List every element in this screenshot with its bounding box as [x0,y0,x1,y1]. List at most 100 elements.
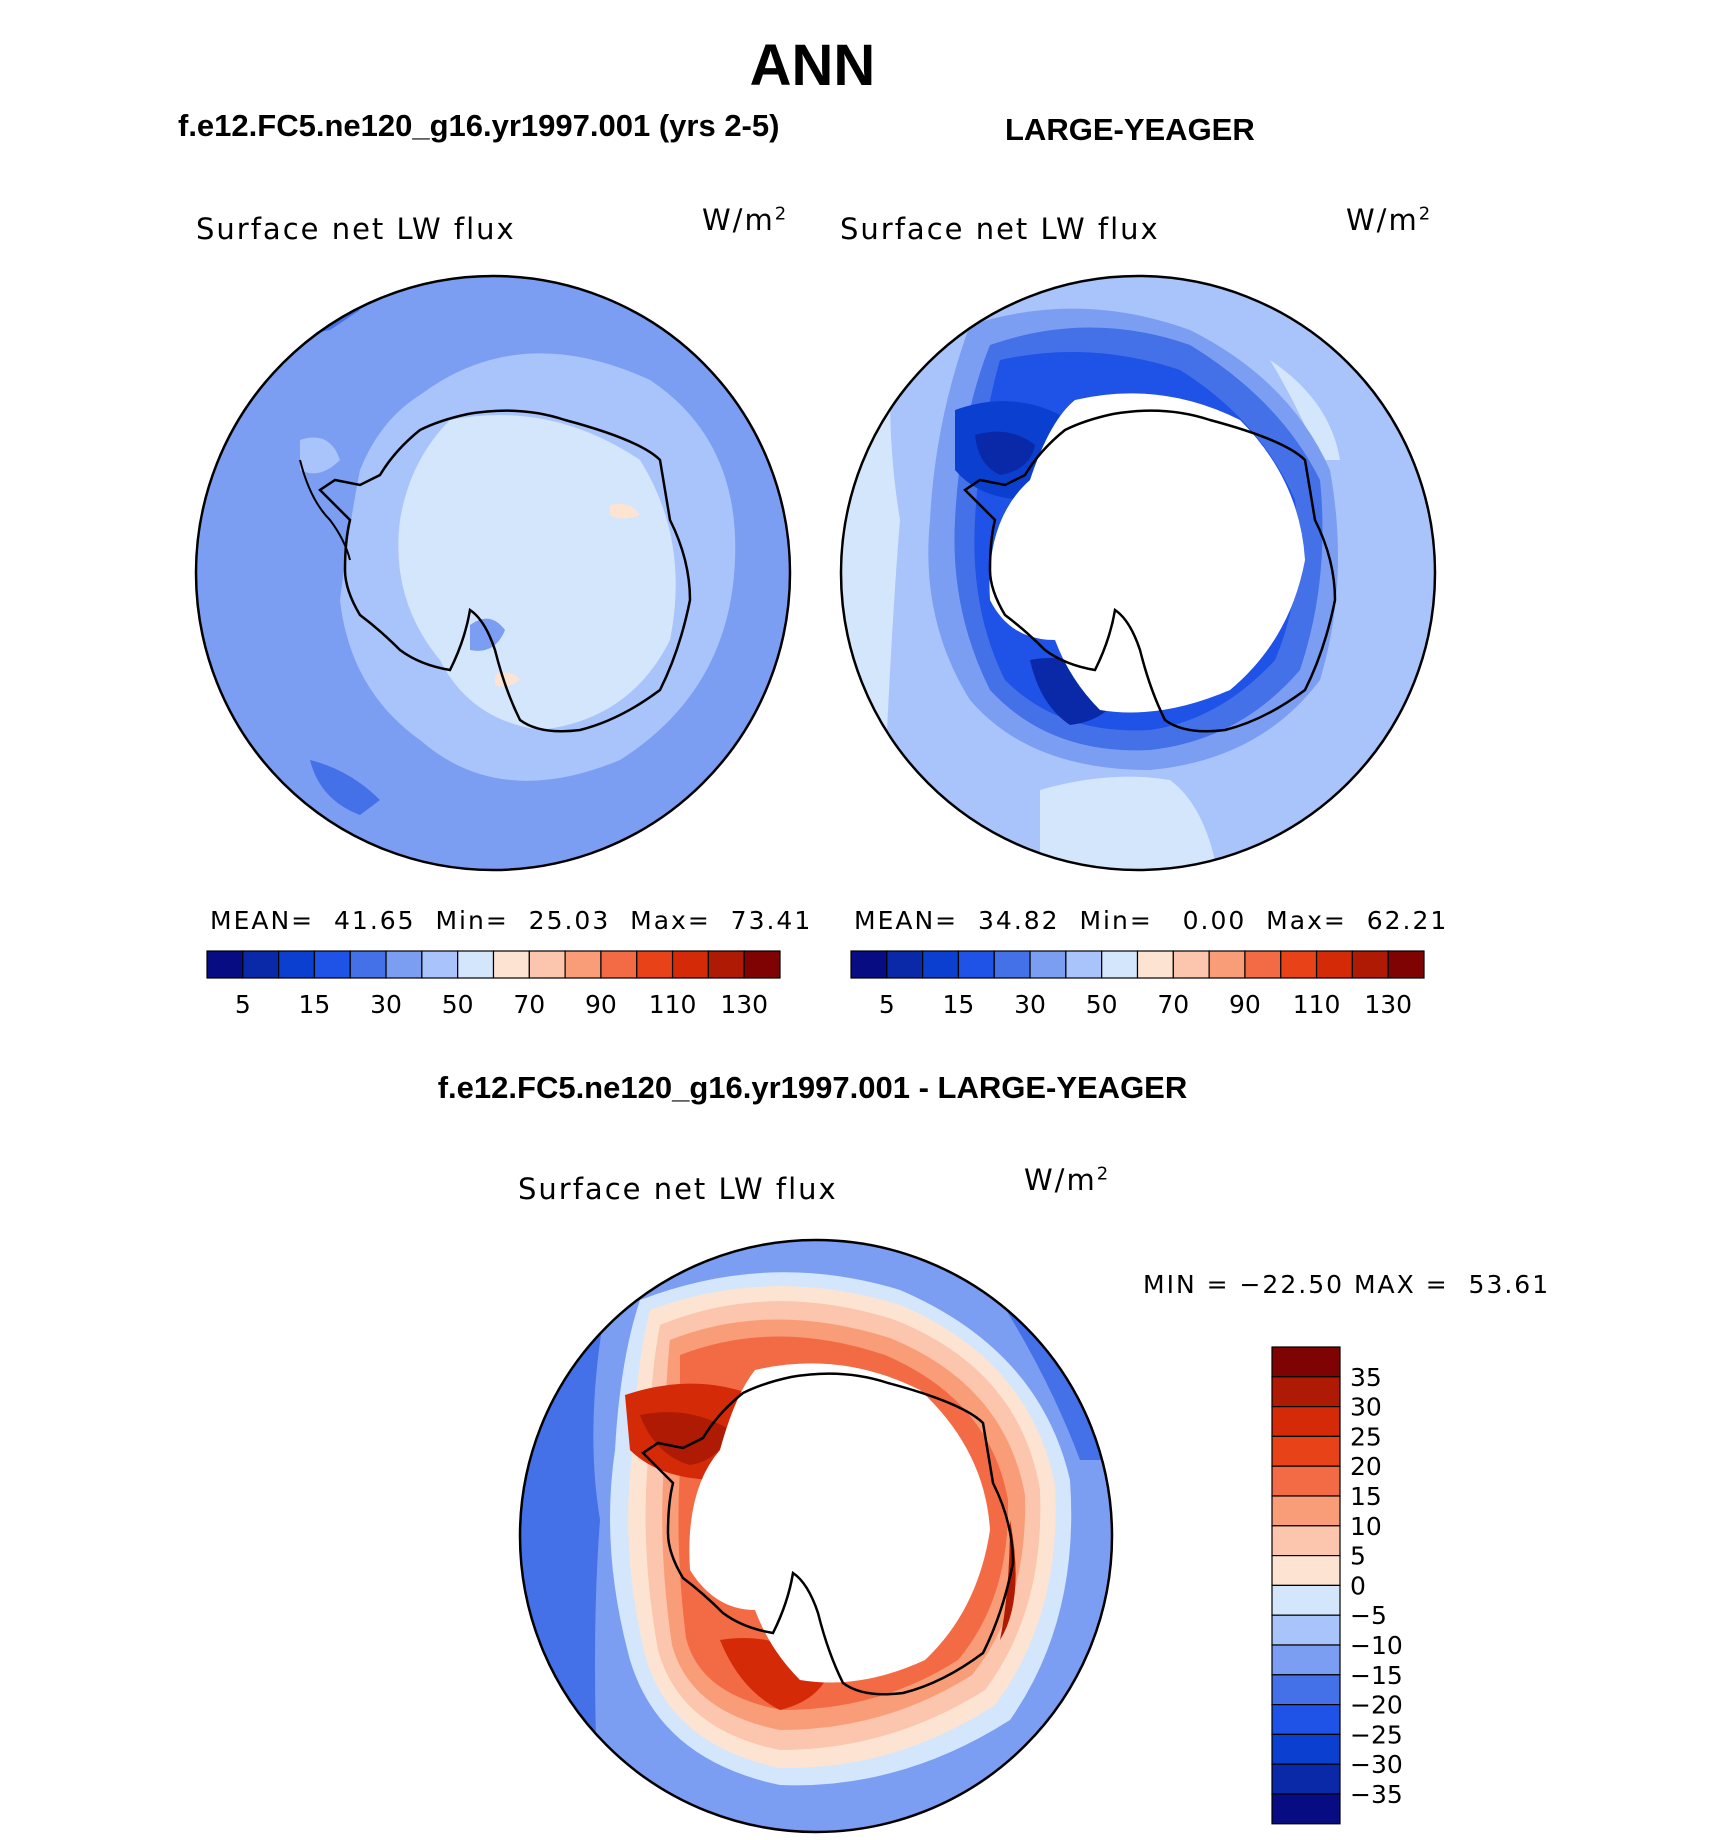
colorbar-tick-label: −15 [1350,1661,1403,1690]
colorbar-tick-label: 0 [1350,1571,1366,1600]
colorbar-segment [922,950,960,979]
colorbar-segment [886,950,924,979]
colorbar-tick-label: 25 [1350,1422,1382,1451]
panel-3-variable-label: Surface net LW flux [518,1172,838,1206]
panel-1-variable-label: Surface net LW flux [196,212,516,246]
colorbar-segment [1271,1674,1341,1706]
colorbar-segment [1271,1733,1341,1765]
colorbar-segment [1271,1644,1341,1676]
panel-2-map [841,276,1435,870]
colorbar-tick-label: 5 [235,990,251,1019]
colorbar-tick-label: 30 [1014,990,1046,1019]
colorbar-segment [206,950,244,979]
panel-1-coastline [318,409,692,733]
panel-1-units: W/m2 [702,203,789,237]
colorbar-tick-label: 110 [649,990,697,1019]
colorbar-tick-label: −35 [1350,1780,1403,1809]
colorbar-segment [1351,950,1389,979]
colorbar-segment [1271,1554,1341,1586]
colorbar-segment [636,950,674,979]
difference-title: f.e12.FC5.ne120_g16.yr1997.001 - LARGE-Y… [437,1070,1188,1105]
panel-1-stats: MEAN= 41.65 Min= 25.03 Max= 73.41 [210,906,813,935]
panel-2-variable-label: Surface net LW flux [840,212,1160,246]
colorbar-segment [528,950,566,979]
colorbar-segment [1208,950,1246,979]
colorbar-segment [313,950,351,979]
colorbar-tick-label: −30 [1350,1750,1403,1779]
panel-2-units: W/m2 [1346,203,1433,237]
colorbar-segment [1271,1793,1341,1825]
colorbar-tick-label: 130 [720,990,768,1019]
colorbar-segment [1271,1435,1341,1467]
colorbar-tick-label: 70 [513,990,545,1019]
colorbar-segment [743,950,781,979]
colorbar-tick-label: −5 [1350,1601,1387,1630]
colorbar-tick-label: 20 [1350,1452,1382,1481]
colorbar-segment [1172,950,1210,979]
colorbar-segment [242,950,280,979]
panel-2-stats: MEAN= 34.82 Min= 0.00 Max= 62.21 [854,906,1449,935]
colorbar-tick-label: 15 [943,990,975,1019]
colorbar-segment [278,950,316,979]
panel-2-colorbar: 5 15 30 50 70 90 110 130 [850,950,1425,1019]
colorbar-tick-label: 10 [1350,1512,1382,1541]
colorbar-tick-label: −20 [1350,1691,1403,1720]
colorbar-segment [457,950,495,979]
colorbar-segment [1271,1376,1341,1408]
panel-1-map [196,276,790,870]
panel-3-map-border [518,1238,1114,1834]
colorbar-tick-label: 70 [1157,990,1189,1019]
panel-2-coastline [963,409,1337,733]
colorbar-segment [1280,950,1318,979]
colorbar-segment [993,950,1031,979]
panel-3-map [520,1240,1112,1832]
colorbar-tick-label: 15 [299,990,331,1019]
colorbar-tick-label: 110 [1293,990,1341,1019]
panel-3-stats: MIN = −22.50 MAX = 53.61 [1143,1270,1551,1299]
colorbar-segment [1271,1614,1341,1646]
colorbar-segment [492,950,530,979]
colorbar-segment [1029,950,1067,979]
colorbar-segment [1387,950,1425,979]
colorbar-tick-label: 90 [1229,990,1261,1019]
colorbar-segment [1101,950,1139,979]
colorbar-segment [1065,950,1103,979]
colorbar-segment [707,950,745,979]
colorbar-segment [1271,1465,1341,1497]
panel-1-title: f.e12.FC5.ne120_g16.yr1997.001 (yrs 2-5) [178,108,780,143]
colorbar-tick-label: 30 [370,990,402,1019]
colorbar-segment [1244,950,1282,979]
colorbar-segment [1271,1763,1341,1795]
colorbar-tick-label: 130 [1364,990,1412,1019]
colorbar-segment [1271,1525,1341,1557]
page-title: ANN [749,33,876,98]
colorbar-tick-label: 35 [1350,1363,1382,1392]
colorbar-segment [1136,950,1174,979]
colorbar-segment [349,950,387,979]
colorbar-segment [421,950,459,979]
colorbar-segment [671,950,709,979]
colorbar-tick-label: −25 [1350,1720,1403,1749]
panel-1-colorbar: 5 15 30 50 70 90 110 130 [206,950,781,1019]
panel-3-units: W/m2 [1024,1163,1111,1197]
colorbar-tick-label: 30 [1350,1393,1382,1422]
colorbar-segment [1271,1346,1341,1378]
colorbar-segment [850,950,888,979]
panel-1-map-border [194,274,792,872]
panel-3-coastline [641,1372,1015,1696]
colorbar-segment [1271,1703,1341,1735]
colorbar-tick-label: 90 [585,990,617,1019]
colorbar-tick-label: −10 [1350,1631,1403,1660]
panel-2-title: LARGE-YEAGER [1005,112,1255,147]
colorbar-segment [1315,950,1353,979]
colorbar-tick-label: 15 [1350,1482,1382,1511]
colorbar-segment [600,950,638,979]
colorbar-segment [564,950,602,979]
colorbar-segment [1271,1495,1341,1527]
panel-2-map-border [839,274,1437,872]
colorbar-segment [1271,1584,1341,1616]
panel-1-peninsula [299,459,351,561]
colorbar-tick-label: 50 [442,990,474,1019]
